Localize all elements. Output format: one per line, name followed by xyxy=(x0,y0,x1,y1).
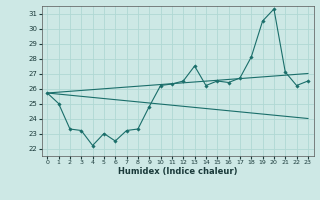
X-axis label: Humidex (Indice chaleur): Humidex (Indice chaleur) xyxy=(118,167,237,176)
